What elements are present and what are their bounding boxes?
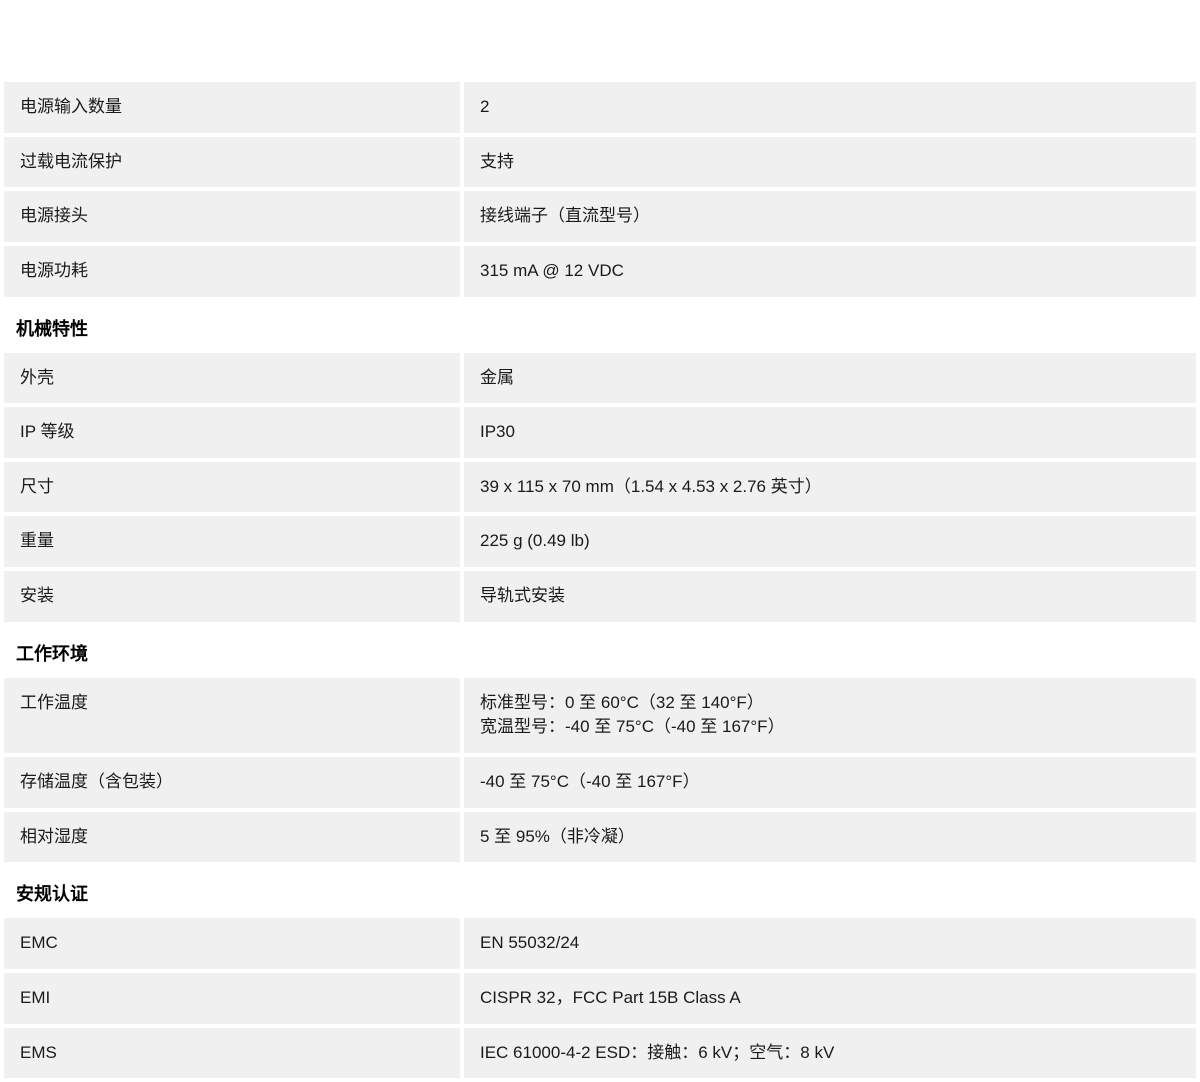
spec-value: 2 <box>464 82 1196 133</box>
section-header: 机械特性 <box>0 301 1200 353</box>
spec-value: 支持 <box>464 137 1196 188</box>
spec-row: IP 等级IP30 <box>0 407 1200 458</box>
spec-label: EMI <box>4 973 460 1024</box>
spec-label: EMC <box>4 918 460 969</box>
spec-value: IEC 61000-4-2 ESD：接触：6 kV；空气：8 kV <box>464 1028 1196 1079</box>
spec-value: 39 x 115 x 70 mm（1.54 x 4.53 x 2.76 英寸） <box>464 462 1196 513</box>
spec-value: 5 至 95%（非冷凝） <box>464 812 1196 863</box>
spec-label: 重量 <box>4 516 460 567</box>
spec-row: EMICISPR 32，FCC Part 15B Class A <box>0 973 1200 1024</box>
spec-label: 相对湿度 <box>4 812 460 863</box>
spec-label: 工作温度 <box>4 678 460 753</box>
spec-label: 电源接头 <box>4 191 460 242</box>
spec-row: 电源接头接线端子（直流型号） <box>0 191 1200 242</box>
spec-row: 工作温度标准型号：0 至 60°C（32 至 140°F） 宽温型号：-40 至… <box>0 678 1200 753</box>
spec-label: 过载电流保护 <box>4 137 460 188</box>
spec-row: 相对湿度5 至 95%（非冷凝） <box>0 812 1200 863</box>
spec-row: 存储温度（含包装）-40 至 75°C（-40 至 167°F） <box>0 757 1200 808</box>
spec-label: 安装 <box>4 571 460 622</box>
spec-label: IP 等级 <box>4 407 460 458</box>
spec-row: 尺寸39 x 115 x 70 mm（1.54 x 4.53 x 2.76 英寸… <box>0 462 1200 513</box>
spec-value: IP30 <box>464 407 1196 458</box>
spec-row: 过载电流保护支持 <box>0 137 1200 188</box>
spec-label: 存储温度（含包装） <box>4 757 460 808</box>
spec-label: 尺寸 <box>4 462 460 513</box>
section-header: 安规认证 <box>0 866 1200 918</box>
spec-row: 电源功耗315 mA @ 12 VDC <box>0 246 1200 297</box>
spec-value: EN 55032/24 <box>464 918 1196 969</box>
spec-value: 导轨式安装 <box>464 571 1196 622</box>
spec-row: 重量225 g (0.49 lb) <box>0 516 1200 567</box>
section-header: 工作环境 <box>0 626 1200 678</box>
spec-value: 接线端子（直流型号） <box>464 191 1196 242</box>
spec-value: 标准型号：0 至 60°C（32 至 140°F） 宽温型号：-40 至 75°… <box>464 678 1196 753</box>
spec-label: 电源功耗 <box>4 246 460 297</box>
spec-value: 315 mA @ 12 VDC <box>464 246 1196 297</box>
spec-value: 金属 <box>464 353 1196 404</box>
spec-row: EMCEN 55032/24 <box>0 918 1200 969</box>
spec-table: 电源输入数量2过载电流保护支持电源接头接线端子（直流型号）电源功耗315 mA … <box>0 0 1200 1078</box>
spec-row: EMSIEC 61000-4-2 ESD：接触：6 kV；空气：8 kV <box>0 1028 1200 1079</box>
spec-value: 225 g (0.49 lb) <box>464 516 1196 567</box>
spec-label: 外壳 <box>4 353 460 404</box>
spec-row: 外壳金属 <box>0 353 1200 404</box>
spec-value: CISPR 32，FCC Part 15B Class A <box>464 973 1196 1024</box>
spec-row: 电源输入数量2 <box>0 82 1200 133</box>
spec-label: 电源输入数量 <box>4 82 460 133</box>
spec-row: 安装导轨式安装 <box>0 571 1200 622</box>
spec-value: -40 至 75°C（-40 至 167°F） <box>464 757 1196 808</box>
spec-label: EMS <box>4 1028 460 1079</box>
